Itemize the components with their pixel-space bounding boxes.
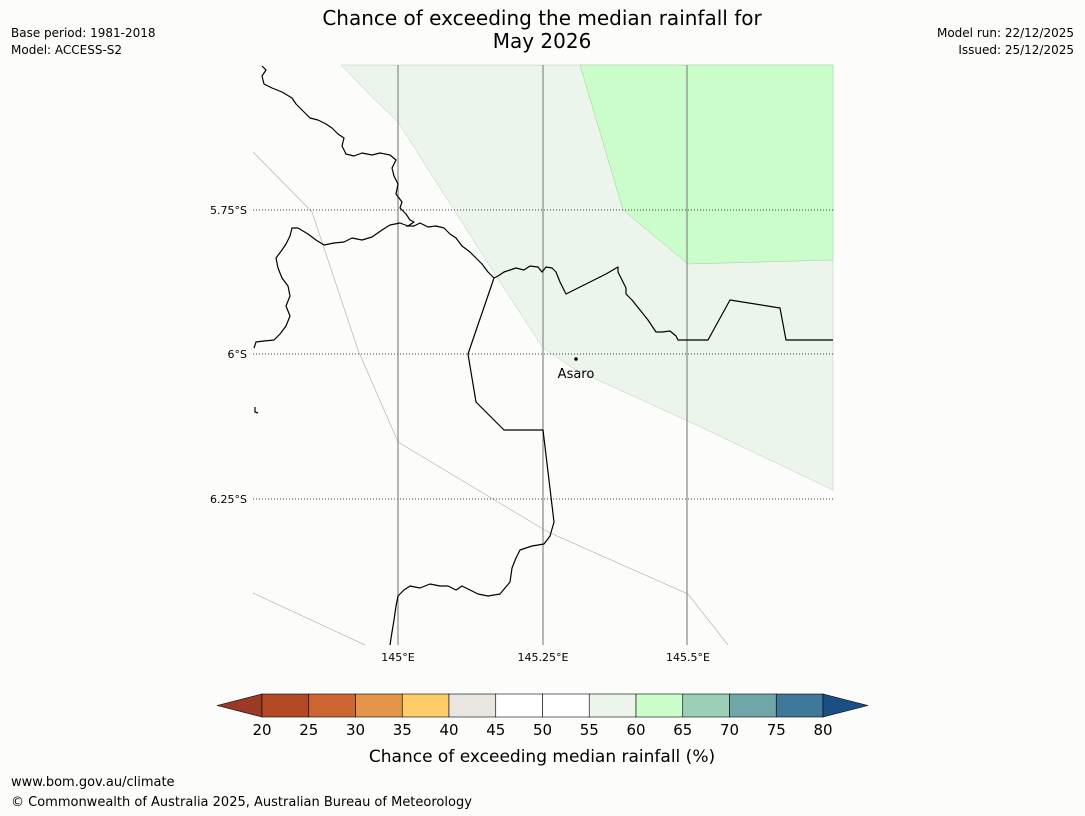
colorbar: 20 25 30 35 40 45 50 55 60 65 70 75 80 Chance of exc…	[216, 693, 869, 767]
colorbar-cell	[355, 693, 403, 718]
map-panel: Asaro 5.75°S 6°S 6.25°S 145°E 145.25°E 1…	[210, 64, 834, 664]
colorbar-tick-label: 25	[299, 721, 318, 739]
colorbar-tick-label: 65	[673, 721, 692, 739]
colorbar-cell	[401, 693, 450, 718]
lat-label-5-75: 5.75°S	[210, 204, 247, 217]
colorbar-cell	[308, 693, 356, 718]
base-period-text: Base period: 1981-2018	[11, 26, 156, 40]
metadata-left: Base period: 1981-2018 Model: ACCESS-S2	[11, 25, 156, 59]
colorbar-cell	[495, 693, 543, 718]
colorbar-cell	[682, 693, 730, 718]
model-text: Model: ACCESS-S2	[11, 43, 123, 57]
footer-url[interactable]: www.bom.gov.au/climate	[11, 775, 175, 790]
metadata-right: Model run: 22/12/2025 Issued: 25/12/2025	[937, 25, 1074, 59]
colorbar-cell	[261, 693, 310, 718]
axis-labels: 5.75°S 6°S 6.25°S 145°E 145.25°E 145.5°E	[210, 204, 710, 664]
lon-label-145-25: 145.25°E	[518, 651, 569, 664]
colorbar-tick-label: 60	[626, 721, 645, 739]
graticule	[253, 65, 833, 645]
colorbar-cell	[635, 693, 684, 718]
colorbar-title: Chance of exceeding median rainfall (%)	[369, 747, 715, 767]
colorbar-extend-high	[822, 693, 869, 718]
colorbar-tick-label: 45	[486, 721, 505, 739]
lat-label-6-25: 6.25°S	[210, 493, 247, 506]
colorbar-cell	[448, 693, 497, 718]
town-label: Asaro	[558, 367, 595, 382]
province-boundary-east	[406, 222, 833, 341]
issued-text: Issued: 25/12/2025	[958, 43, 1074, 57]
title-line-2: May 2026	[492, 29, 592, 53]
colorbar-tick-label: 55	[580, 721, 599, 739]
colorbar-cell	[588, 693, 637, 718]
colorbar-extend-low	[216, 693, 263, 718]
province-boundaries	[253, 65, 833, 646]
colorbar-tick-label: 20	[252, 721, 271, 739]
title-line-1: Chance of exceeding the median rainfall …	[322, 6, 762, 30]
town-marker	[574, 357, 578, 361]
colorbar-cell	[542, 693, 590, 718]
colorbar-tick-label: 30	[346, 721, 365, 739]
province-boundary-coast-fragment	[254, 407, 259, 414]
footer-copyright: © Commonwealth of Australia 2025, Austra…	[11, 795, 472, 810]
lon-label-145-5: 145.5°E	[666, 651, 710, 664]
province-boundary-main	[253, 65, 415, 349]
colorbar-tick-label: 40	[439, 721, 458, 739]
colorbar-cells	[216, 693, 869, 718]
colorbar-tick-label: 75	[767, 721, 786, 739]
lon-label-145: 145°E	[381, 651, 414, 664]
colorbar-tick-labels: 20 25 30 35 40 45 50 55 60 65 70 75 80	[252, 721, 832, 739]
colorbar-tick-label: 80	[813, 721, 832, 739]
lat-label-6: 6°S	[228, 348, 247, 361]
region-60-65	[579, 64, 834, 265]
colorbar-tick-label: 50	[533, 721, 552, 739]
model-run-text: Model run: 22/12/2025	[936, 26, 1074, 40]
colorbar-tick-label: 35	[393, 721, 412, 739]
map-title: Chance of exceeding the median rainfall …	[292, 7, 792, 53]
province-boundary-south	[389, 277, 555, 646]
colorbar-tick-label: 70	[720, 721, 739, 739]
colorbar-cell	[729, 693, 777, 718]
colorbar-cell	[775, 693, 824, 718]
